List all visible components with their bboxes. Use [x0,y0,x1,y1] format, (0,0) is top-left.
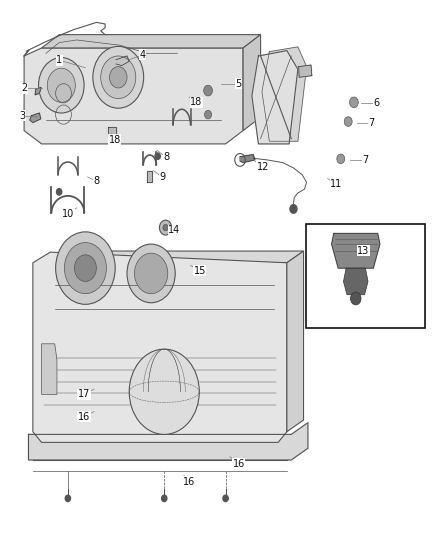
Polygon shape [116,56,129,66]
Polygon shape [24,48,243,144]
Circle shape [134,253,168,294]
Text: 4: 4 [139,50,145,60]
Text: 8: 8 [93,176,99,186]
Circle shape [162,495,167,502]
Polygon shape [50,251,304,263]
Bar [147,171,152,182]
Circle shape [155,153,160,159]
Bar [306,224,425,328]
Polygon shape [35,87,41,95]
Circle shape [56,232,115,304]
Polygon shape [240,155,255,163]
Circle shape [110,67,127,88]
Circle shape [204,85,212,96]
Polygon shape [252,51,298,144]
Polygon shape [42,344,57,394]
Polygon shape [287,251,304,432]
Text: 11: 11 [330,179,343,189]
Polygon shape [332,233,380,268]
Polygon shape [262,47,307,141]
Text: 16: 16 [183,477,195,487]
Circle shape [101,56,136,99]
Text: 1: 1 [56,55,62,65]
Polygon shape [42,35,261,48]
Polygon shape [108,127,116,138]
Text: 7: 7 [363,155,369,165]
Circle shape [223,495,228,502]
Circle shape [350,292,361,305]
Circle shape [344,117,352,126]
Text: 6: 6 [374,98,380,108]
Circle shape [74,255,96,281]
Text: 15: 15 [194,266,206,276]
Polygon shape [30,113,41,123]
Circle shape [205,110,212,119]
Circle shape [93,46,144,108]
Polygon shape [299,65,312,77]
Text: 13: 13 [357,246,370,255]
Circle shape [47,68,75,102]
Circle shape [129,349,199,434]
Circle shape [337,154,345,164]
Circle shape [65,495,71,502]
Circle shape [159,220,172,235]
Text: 18: 18 [190,98,202,107]
Text: 10: 10 [62,209,74,219]
Text: 7: 7 [368,118,374,127]
Text: 17: 17 [78,390,90,399]
Text: 8: 8 [163,152,170,162]
Text: 16: 16 [233,459,245,469]
Circle shape [39,58,84,113]
Text: 2: 2 [21,84,27,93]
Text: 5: 5 [236,79,242,88]
Polygon shape [33,252,287,442]
Text: 18: 18 [109,135,121,144]
Circle shape [163,224,168,231]
Polygon shape [243,35,261,131]
Text: 3: 3 [20,111,26,120]
Circle shape [57,189,62,195]
Polygon shape [28,423,308,460]
Text: 14: 14 [168,225,180,235]
Circle shape [290,205,297,213]
Text: 9: 9 [159,172,165,182]
Text: 12: 12 [257,162,269,172]
Circle shape [64,243,106,294]
Text: 16: 16 [78,412,90,422]
Polygon shape [343,268,368,295]
Circle shape [350,97,358,108]
Circle shape [127,244,175,303]
